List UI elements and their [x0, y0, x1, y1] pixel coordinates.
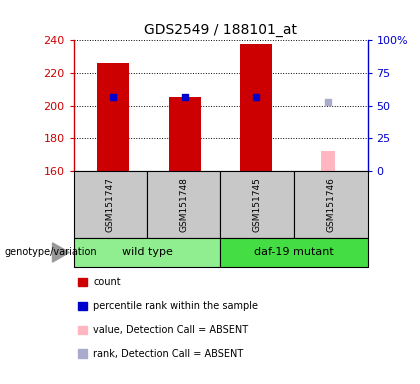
- Text: GSM151747: GSM151747: [106, 177, 115, 232]
- Bar: [321, 151, 335, 171]
- Text: genotype/variation: genotype/variation: [4, 247, 97, 258]
- Text: value, Detection Call = ABSENT: value, Detection Call = ABSENT: [93, 325, 248, 335]
- Bar: [168, 98, 201, 171]
- Text: GSM151746: GSM151746: [326, 177, 335, 232]
- Text: percentile rank within the sample: percentile rank within the sample: [93, 301, 258, 311]
- Title: GDS2549 / 188101_at: GDS2549 / 188101_at: [144, 23, 297, 36]
- Text: GSM151745: GSM151745: [253, 177, 262, 232]
- Text: wild type: wild type: [121, 247, 173, 258]
- Text: daf-19 mutant: daf-19 mutant: [254, 247, 334, 258]
- Text: count: count: [93, 277, 121, 287]
- Text: rank, Detection Call = ABSENT: rank, Detection Call = ABSENT: [93, 349, 244, 359]
- Text: GSM151748: GSM151748: [179, 177, 188, 232]
- Polygon shape: [52, 243, 69, 262]
- Bar: [240, 44, 273, 171]
- Bar: [97, 63, 129, 171]
